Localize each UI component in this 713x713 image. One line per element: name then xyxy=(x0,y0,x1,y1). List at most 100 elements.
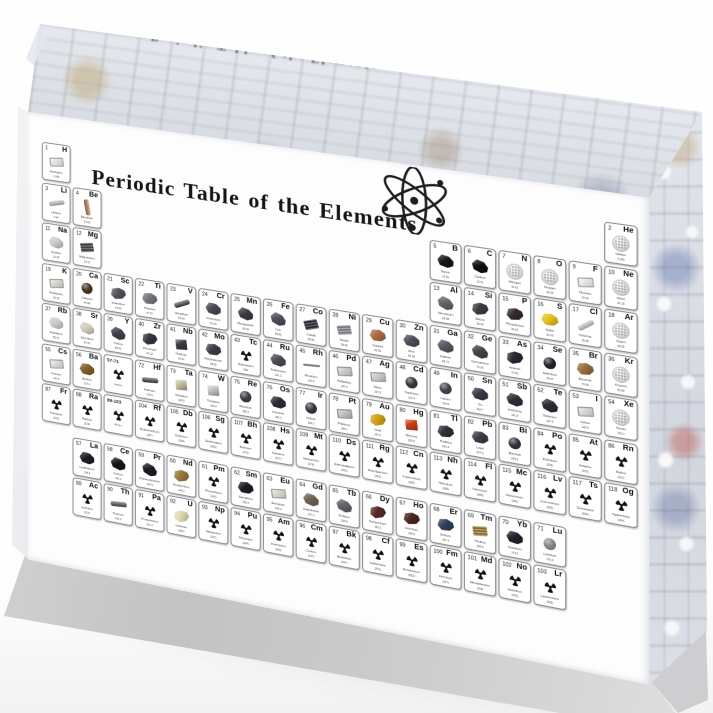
element-cell: 44 Ru Ruthenium 101.1 xyxy=(262,338,294,383)
element-cell: 9 F Fluorine 19.00 xyxy=(568,259,602,306)
atomic-number: 116 xyxy=(537,473,547,482)
element-symbol: Na xyxy=(58,226,68,235)
atomic-number: 97 xyxy=(332,529,339,537)
atomic-number: 13 xyxy=(433,285,440,293)
element-symbol: Cl xyxy=(589,308,598,317)
element-cell: 109 Mt Meitnerium (278) xyxy=(295,427,327,473)
element-cell: 37 Rb Rubidium 85.47 xyxy=(41,302,71,346)
atomic-number: 78 xyxy=(332,395,339,403)
element-symbol: Rh xyxy=(312,349,323,358)
radioactive-trefoil-icon xyxy=(338,449,351,461)
element-cell: 45 Rh Rhodium 102.9 xyxy=(295,344,327,389)
radioactive-trefoil-icon xyxy=(305,535,318,547)
element-cell: 85 At Astatine (210) xyxy=(568,432,602,479)
element-symbol: Sr xyxy=(90,312,99,321)
element-cell: 116 Lv Livermorium (293) xyxy=(533,469,567,516)
element-cell: 57 La Lanthanum 138.9 xyxy=(72,436,102,480)
element-cell: 91 Pa Protactinium 231.0 xyxy=(134,488,165,533)
atomic-mass: 88.91 xyxy=(115,346,122,351)
element-symbol: Tc xyxy=(249,338,258,348)
element-symbol: Yb xyxy=(517,520,528,530)
atomic-number: 52 xyxy=(537,387,544,395)
element-symbol: Sb xyxy=(517,382,528,392)
atomic-number: 18 xyxy=(608,312,615,320)
element-symbol: Pa xyxy=(152,493,161,503)
element-cell: 93 Np Neptunium (237) xyxy=(198,500,229,546)
element-cell: 49 In Indium 114.8 xyxy=(429,366,462,412)
atomic-number: 25 xyxy=(234,295,240,303)
radioactive-trefoil-icon xyxy=(143,415,156,426)
atomic-number: 47 xyxy=(365,358,372,367)
atomic-mass: 24.31 xyxy=(83,260,91,265)
element-cell: 34 Se Selenium 78.97 xyxy=(533,340,567,387)
element-symbol: Ho xyxy=(413,501,424,511)
element-symbol: W xyxy=(217,374,225,383)
element-cell: 86 Rn Radon (222) xyxy=(604,438,638,486)
element-symbol: Mn xyxy=(246,296,258,306)
element-cell: 15 P Phosphorus 30.97 xyxy=(498,292,532,338)
element-symbol: Pu xyxy=(247,512,258,521)
atomic-number: 86 xyxy=(608,442,615,450)
element-symbol: Sg xyxy=(215,415,225,425)
element-symbol: Mo xyxy=(214,332,225,342)
atomic-number: 84 xyxy=(537,430,544,438)
element-sample xyxy=(43,394,70,414)
element-symbol: Zr xyxy=(153,322,161,332)
element-symbol: La xyxy=(89,441,99,451)
element-symbol: Bi xyxy=(519,426,528,435)
element-symbol: U xyxy=(187,500,193,509)
element-cell: 84 Po Polonium (209) xyxy=(533,426,567,473)
element-symbol: Co xyxy=(312,307,323,317)
element-cell: 97 Bk Berkelium (247) xyxy=(328,525,360,571)
element-cell: 7 N Nitrogen 14.01 xyxy=(498,249,532,295)
element-cell: 2 He Helium 4.003 xyxy=(604,221,638,268)
element-symbol: Md xyxy=(480,556,493,566)
element-cell: 1 H Hydrogen 1.008 xyxy=(41,141,71,184)
atomic-number: 73 xyxy=(170,367,176,375)
element-symbol: Ni xyxy=(348,313,357,322)
element-cell: 113 Nh Nihonium (286) xyxy=(429,451,462,497)
element-symbol: As xyxy=(517,339,528,349)
atomic-number: 23 xyxy=(170,285,176,293)
radioactive-trefoil-icon xyxy=(143,504,156,516)
atomic-number: 72 xyxy=(138,362,145,370)
element-cell: 32 Ge Germanium 72.63 xyxy=(463,329,497,375)
atomic-number: 118 xyxy=(608,485,618,494)
atomic-number: 60 xyxy=(170,457,176,465)
element-symbol: Ra xyxy=(89,393,99,402)
atomic-number: 92 xyxy=(170,498,176,506)
element-symbol: Sn xyxy=(482,377,493,387)
element-cell: 79 Au Gold 197.0 xyxy=(362,397,394,443)
atomic-number: 53 xyxy=(572,393,579,401)
element-symbol: Ts xyxy=(589,481,598,491)
element-symbol: N xyxy=(521,254,528,264)
radioactive-trefoil-icon xyxy=(439,561,452,573)
atomic-number: 107 xyxy=(234,419,243,428)
element-symbol: Cs xyxy=(58,347,68,356)
atomic-mass: 22.99 xyxy=(53,255,60,260)
element-cell: 68 Er Erbium 167.3 xyxy=(429,501,462,548)
atomic-number: 101 xyxy=(467,554,478,563)
element-cell: 87 Fr Francium (223) xyxy=(41,382,71,426)
atom-icon xyxy=(375,162,454,240)
radioactive-trefoil-icon xyxy=(405,461,418,474)
right-face-refraction xyxy=(649,112,707,685)
element-symbol: Y xyxy=(124,318,130,326)
element-symbol: Th xyxy=(120,487,130,497)
element-symbol: Ru xyxy=(279,343,290,353)
element-symbol: Fe xyxy=(281,302,290,311)
atomic-number: 85 xyxy=(572,436,579,444)
atomic-number: 117 xyxy=(572,479,582,488)
element-symbol: Xe xyxy=(623,400,634,410)
element-symbol: Pb xyxy=(482,419,493,429)
element-symbol: Fm xyxy=(446,549,458,560)
element-cell: 69 Tm Thulium 168.9 xyxy=(463,508,497,555)
atomic-number: 1 xyxy=(45,145,49,152)
element-symbol: Ne xyxy=(623,269,634,279)
element-cell: 36 Kr Krypton 83.80 xyxy=(604,351,638,398)
atomic-number: 81 xyxy=(433,412,440,420)
atomic-mass: 35.45 xyxy=(581,338,589,344)
element-cell: 60 Nd Neodymium 144.2 xyxy=(166,453,197,498)
element-cell: 118 Og Oganesson (294) xyxy=(604,481,638,529)
